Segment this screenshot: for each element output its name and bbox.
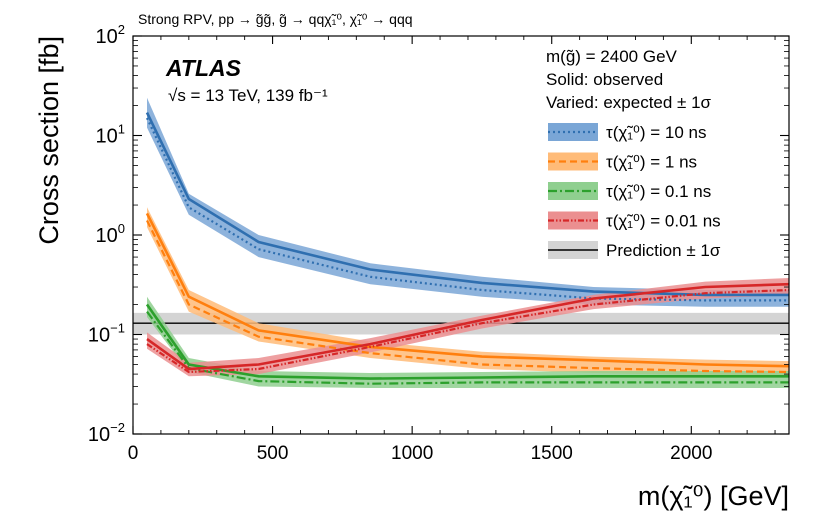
legend-label-10-ns: τ(χ̃₁⁰) = 10 ns	[606, 123, 706, 142]
axis-ticks: 0 500 1000 1500 2000 10−2 10−1 100 101 102	[88, 22, 789, 464]
legend-label-0-01-ns: τ(χ̃₁⁰) = 0.01 ns	[606, 212, 721, 231]
series-3-observed-line	[146, 282, 789, 371]
legend-label-1-ns: τ(χ̃₁⁰) = 1 ns	[606, 153, 697, 172]
series-2-expected-band	[147, 296, 789, 388]
y-tick-label: 101	[96, 122, 125, 148]
x-tick-label: 0	[128, 443, 139, 464]
y-tick-label: 102	[96, 22, 125, 48]
x-tick-label: 500	[257, 443, 289, 464]
series-2-observed-line	[145, 303, 789, 380]
y-tick-label: 10−2	[88, 420, 125, 446]
y-axis-label: Cross section [fb]	[34, 36, 64, 245]
x-axis-label: m(χ̃₁⁰) [GeV]	[638, 481, 789, 511]
y-tick-label: 10−1	[88, 321, 125, 347]
experiment-label: ATLAS	[165, 55, 242, 81]
legend-label-prediction: Prediction ± 1σ	[606, 241, 721, 260]
series-3-expected-line	[146, 288, 789, 374]
series-0-observed-line	[145, 112, 789, 297]
legend-solid-label: Solid: observed	[546, 70, 663, 89]
x-tick-label: 1000	[391, 443, 433, 464]
series-2-expected-line	[146, 310, 789, 385]
series-0-expected-line	[146, 117, 789, 302]
lines-layer	[145, 112, 789, 385]
energy-label: √s = 13 TeV, 139 fb⁻¹	[168, 86, 328, 105]
legend-varied-label: Varied: expected ± 1σ	[546, 93, 712, 112]
chart-title: Strong RPV, pp → g̃g̃, g̃ → qqχ̃₁⁰, χ̃₁⁰…	[138, 11, 413, 27]
x-tick-label: 1500	[531, 443, 573, 464]
legend-label-0-1-ns: τ(χ̃₁⁰) = 0.1 ns	[606, 182, 711, 201]
legend-swatch-band	[548, 211, 598, 230]
series-1-observed-line	[145, 212, 789, 368]
legend-mass-label: m(g̃) = 2400 GeV	[546, 47, 678, 66]
y-tick-label: 100	[96, 221, 125, 247]
legend: τ(χ̃₁⁰) = 10 ns τ(χ̃₁⁰) = 1 ns τ(χ̃₁⁰) = 0…	[548, 123, 721, 260]
x-tick-label: 2000	[670, 443, 712, 464]
series-1-expected-band	[147, 207, 789, 377]
series-1-expected-line	[146, 220, 789, 374]
